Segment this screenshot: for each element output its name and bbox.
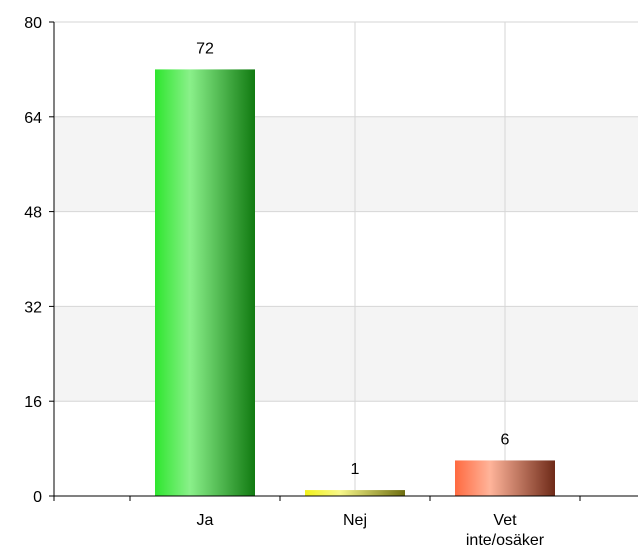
bar-1 — [155, 69, 255, 497]
bar-3 — [455, 460, 555, 496]
y-tick-label: 48 — [24, 205, 42, 222]
gridlines — [54, 21, 638, 496]
x-tick-label: inte/osäker — [466, 532, 545, 549]
bars — [155, 69, 555, 497]
y-tick-label: 80 — [24, 15, 42, 32]
x-tick-label: Vet — [493, 512, 517, 529]
axes — [49, 21, 638, 501]
y-tick-label: 0 — [33, 489, 42, 506]
labels: 72 Ja 1 Nej 6 Vet inte/osäker 0 16 32 48 64 80 — [24, 15, 545, 549]
grid-band — [54, 306, 638, 402]
grid-band — [54, 116, 638, 212]
bar-2 — [305, 490, 405, 496]
data-label: 6 — [501, 431, 510, 448]
x-tick-label: Ja — [197, 512, 214, 529]
y-tick-label: 32 — [24, 299, 42, 316]
data-label: 72 — [196, 40, 214, 57]
x-tick-label: Nej — [343, 512, 367, 529]
data-label: 1 — [351, 461, 360, 478]
plot-bands — [54, 116, 638, 402]
y-tick-label: 64 — [24, 110, 42, 127]
y-tick-label: 16 — [24, 394, 42, 411]
